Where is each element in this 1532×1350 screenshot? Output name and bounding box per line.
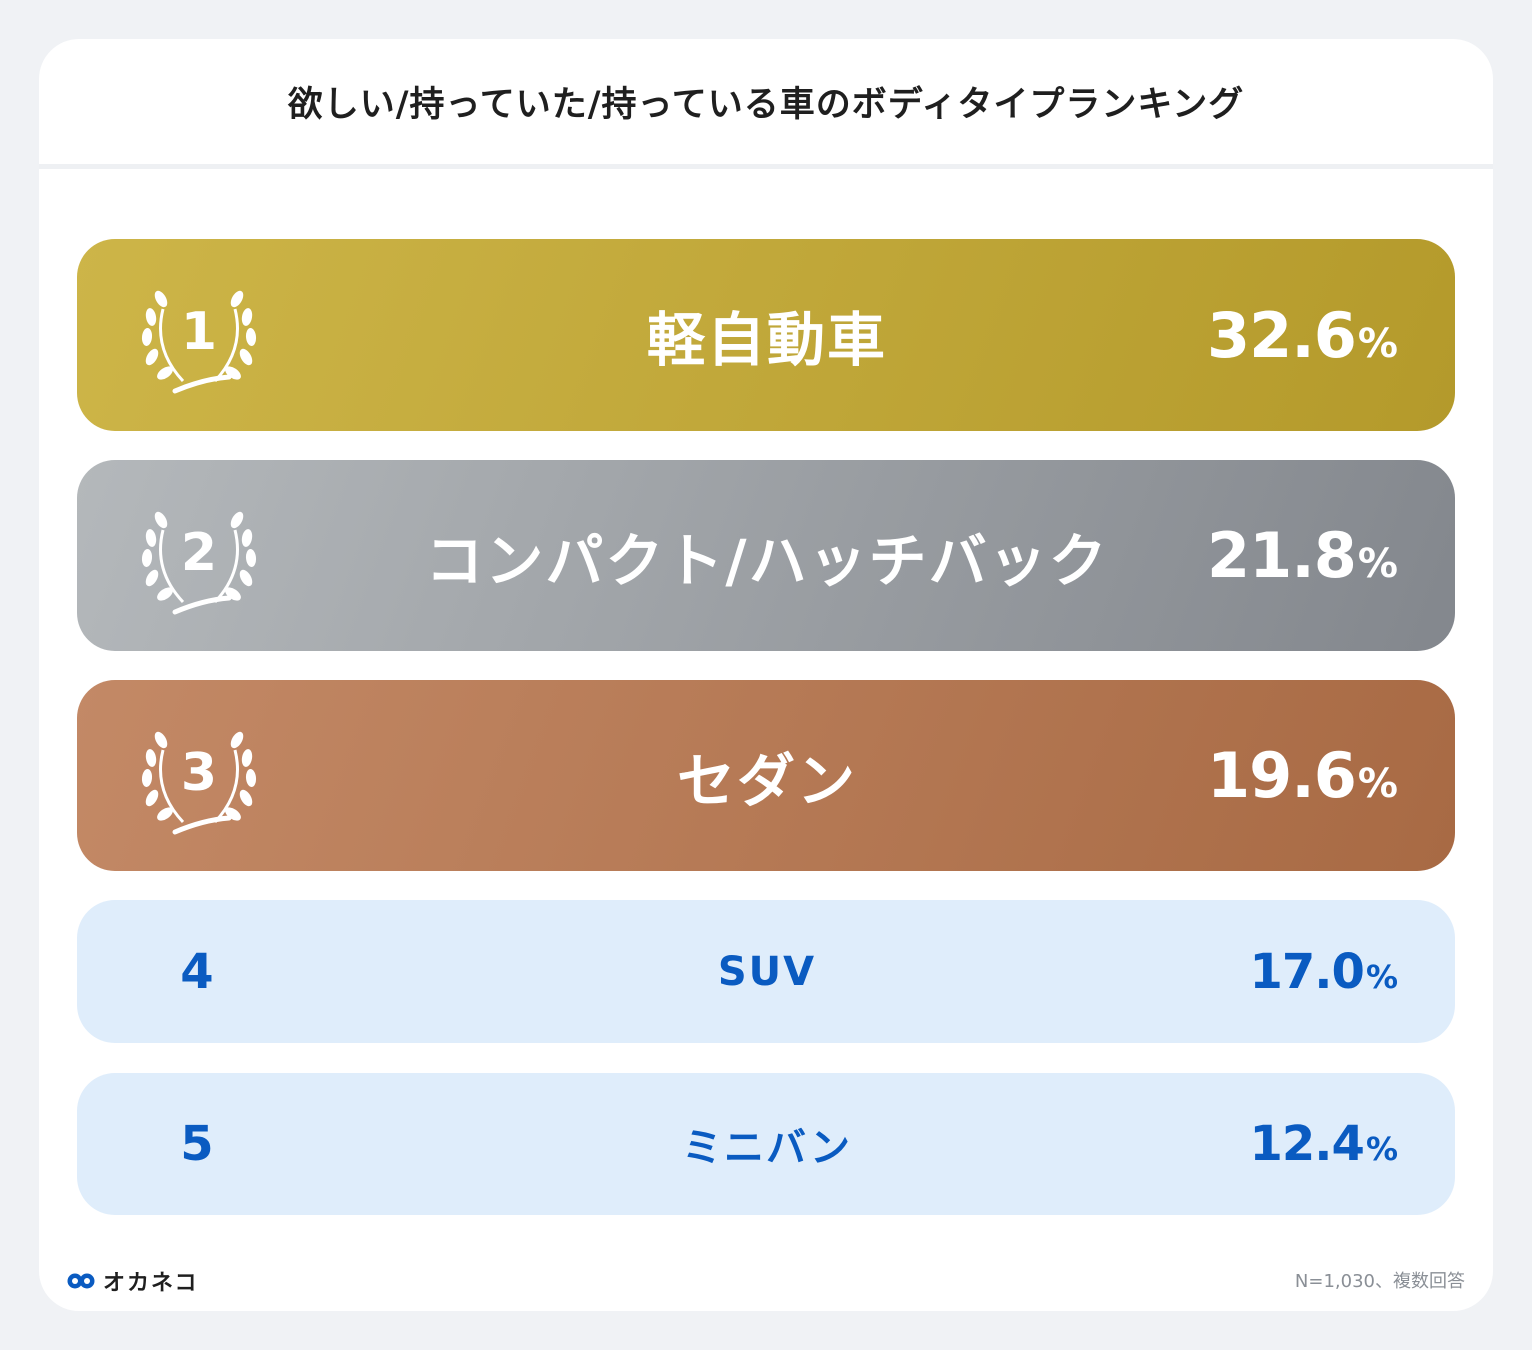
item-label: コンパクト/ハッチバック — [425, 526, 1109, 595]
value-unit: % — [1365, 957, 1398, 996]
item-label: セダン — [676, 746, 857, 815]
value-number: 21.8 — [1206, 519, 1357, 592]
item-value: 12.4% — [1249, 1116, 1399, 1172]
ranking-row-3: 3 セダン 19.6% — [77, 680, 1455, 871]
title-bar: 欲しい/持っていた/持っている車のボディタイプランキング — [39, 39, 1493, 169]
value-number: 12.4 — [1249, 1116, 1365, 1172]
rank-number: 4 — [180, 943, 214, 1000]
ranking-row-1: 1 軽自動車 32.6% — [77, 239, 1455, 431]
item-value: 19.6% — [1206, 739, 1398, 812]
value-unit: % — [1357, 320, 1398, 367]
ranking-row-2: 2 コンパクト/ハッチバック 21.8% — [77, 460, 1455, 651]
item-value: 21.8% — [1206, 519, 1398, 592]
sample-note: N=1,030、複数回答 — [1294, 1271, 1465, 1292]
rank-number: 1 — [181, 302, 217, 362]
okaneko-logo-icon — [67, 1273, 95, 1289]
value-unit: % — [1365, 1130, 1398, 1168]
rank-number: 2 — [181, 523, 217, 583]
laurel-wreath-icon: 1 — [133, 269, 265, 401]
rank-number: 3 — [181, 743, 217, 803]
ranking-row-5: 5 ミニバン 12.4% — [77, 1073, 1455, 1215]
ranking-card: 欲しい/持っていた/持っている車のボディタイプランキング — [39, 39, 1493, 1311]
item-label: ミニバン — [682, 1125, 852, 1171]
chart-title: 欲しい/持っていた/持っている車のボディタイプランキング — [287, 85, 1245, 125]
item-value: 32.6% — [1206, 298, 1398, 372]
item-label: SUV — [717, 948, 817, 995]
value-number: 19.6 — [1206, 739, 1357, 812]
laurel-wreath-icon: 3 — [133, 710, 265, 842]
item-value: 17.0% — [1249, 943, 1399, 1000]
value-number: 17.0 — [1249, 943, 1365, 1000]
rank-number: 5 — [180, 1116, 214, 1172]
logo-text: オカネコ — [103, 1271, 199, 1296]
value-unit: % — [1357, 761, 1398, 807]
item-label: 軽自動車 — [646, 306, 887, 374]
laurel-wreath-icon: 2 — [133, 490, 265, 622]
brand-logo: オカネコ — [67, 1265, 199, 1297]
value-number: 32.6 — [1206, 298, 1357, 372]
value-unit: % — [1357, 541, 1398, 587]
ranking-row-4: 4 SUV 17.0% — [77, 900, 1455, 1043]
